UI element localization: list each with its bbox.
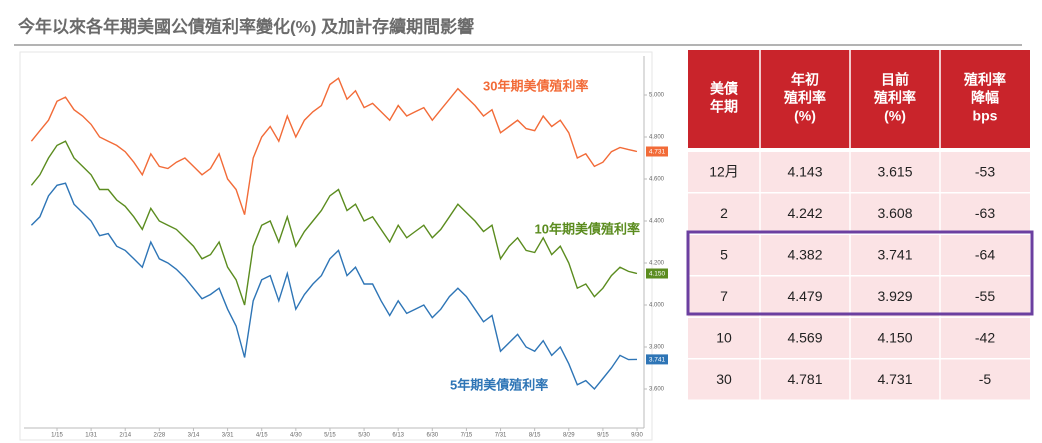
x-tick-label: 8/15 <box>529 433 541 439</box>
x-tick-label: 8/29 <box>563 433 575 439</box>
row-bg <box>688 276 1030 317</box>
y-tick-label: 4.200 <box>649 261 665 267</box>
series-line <box>30 77 638 215</box>
header-cell: (%) <box>884 108 906 124</box>
table-cell: -64 <box>975 246 995 262</box>
row-bg <box>688 193 1030 234</box>
y-tick-label: 3.600 <box>649 387 665 393</box>
header-cell: (%) <box>794 108 816 124</box>
end-value-tag <box>646 268 668 279</box>
x-tick-label: 1/31 <box>85 433 97 439</box>
table-cell: 4.731 <box>877 371 912 387</box>
series-line <box>30 140 638 306</box>
y-tick-label: 4.400 <box>649 219 665 225</box>
end-value-tag <box>646 354 668 365</box>
chart: 3.600 3.800 4.000 4.200 4.400 4.600 4.800 5.000… <box>30 77 668 439</box>
series-label: 30年期美債殖利率 <box>483 78 588 93</box>
table-cell: -42 <box>975 329 995 345</box>
x-tick-label: 7/15 <box>461 433 473 439</box>
y-tick-label: 3.800 <box>649 345 665 351</box>
header-bg <box>688 50 1030 148</box>
x-tick-label: 6/30 <box>426 433 438 439</box>
table-cell: 5 <box>720 246 728 262</box>
x-tick-label: 3/14 <box>188 433 200 439</box>
table-cell: 10 <box>716 329 732 345</box>
page-title: 今年以來各年期美國公債殖利率變化(%) 及加計存續期間影響 <box>18 16 474 36</box>
end-value-tag <box>646 146 668 157</box>
x-tick-label: 4/30 <box>290 433 302 439</box>
table-cell: -63 <box>975 205 995 221</box>
header-cell: bps <box>973 108 998 124</box>
header-cell: 降幅 <box>971 90 999 106</box>
x-tick-label: 7/31 <box>495 433 507 439</box>
table-cell: -53 <box>975 163 995 179</box>
y-tick-label: 5.000 <box>649 93 665 99</box>
highlight-box <box>686 230 1034 316</box>
x-tick-label: 2/28 <box>154 433 166 439</box>
series-label: 5年期美債殖利率 <box>450 377 548 392</box>
row-bg <box>688 318 1030 358</box>
x-tick-label: 9/30 <box>631 433 643 439</box>
table-cell: 30 <box>716 371 732 387</box>
end-value-label: 3.741 <box>649 357 666 364</box>
end-value-label: 4.150 <box>649 271 666 278</box>
table-cell: 4.479 <box>787 288 822 304</box>
table-cell: 2 <box>720 205 728 221</box>
y-tick-label: 4.000 <box>649 303 665 309</box>
row-bg <box>688 152 1030 192</box>
y-tick-label: 4.600 <box>649 177 665 183</box>
header-cell: 殖利率 <box>783 90 826 106</box>
table-cell: 3.615 <box>877 163 912 179</box>
x-tick-label: 3/31 <box>222 433 234 439</box>
header-cell: 年初 <box>791 72 819 88</box>
table-cell: -55 <box>975 288 995 304</box>
table-cell: -5 <box>979 371 992 387</box>
header-cell: 殖利率 <box>873 90 916 106</box>
x-tick-label: 9/15 <box>597 433 609 439</box>
x-tick-label: 4/15 <box>256 433 268 439</box>
end-value-label: 4.731 <box>649 149 666 156</box>
x-tick-label: 5/30 <box>358 433 370 439</box>
table-cell: 4.382 <box>787 246 822 262</box>
x-tick-label: 5/15 <box>324 433 336 439</box>
header-cell: 殖利率 <box>963 72 1006 88</box>
table-cell: 4.781 <box>787 371 822 387</box>
series-label: 10年期美債殖利率 <box>535 221 640 236</box>
chart-frame <box>19 51 653 441</box>
series-line <box>30 182 638 391</box>
header-cell: 美債 <box>710 81 738 97</box>
table-cell: 4.150 <box>877 329 912 345</box>
row-bg <box>688 359 1030 400</box>
table-cell: 3.741 <box>877 246 912 262</box>
table-cell: 3.608 <box>877 205 912 221</box>
x-tick-label: 6/13 <box>392 433 404 439</box>
table-cell: 4.143 <box>787 163 822 179</box>
table-cell: 4.242 <box>787 205 822 221</box>
table-cell: 12月 <box>709 163 739 179</box>
table-cell: 7 <box>720 288 728 304</box>
header-cell: 年期 <box>710 99 738 115</box>
table-cell: 3.929 <box>877 288 912 304</box>
x-tick-label: 2/14 <box>119 433 131 439</box>
y-tick-label: 4.800 <box>649 135 665 141</box>
table-cell: 4.569 <box>787 329 822 345</box>
x-tick-label: 1/15 <box>51 433 63 439</box>
header-cell: 目前 <box>881 72 909 88</box>
row-bg <box>688 235 1030 275</box>
